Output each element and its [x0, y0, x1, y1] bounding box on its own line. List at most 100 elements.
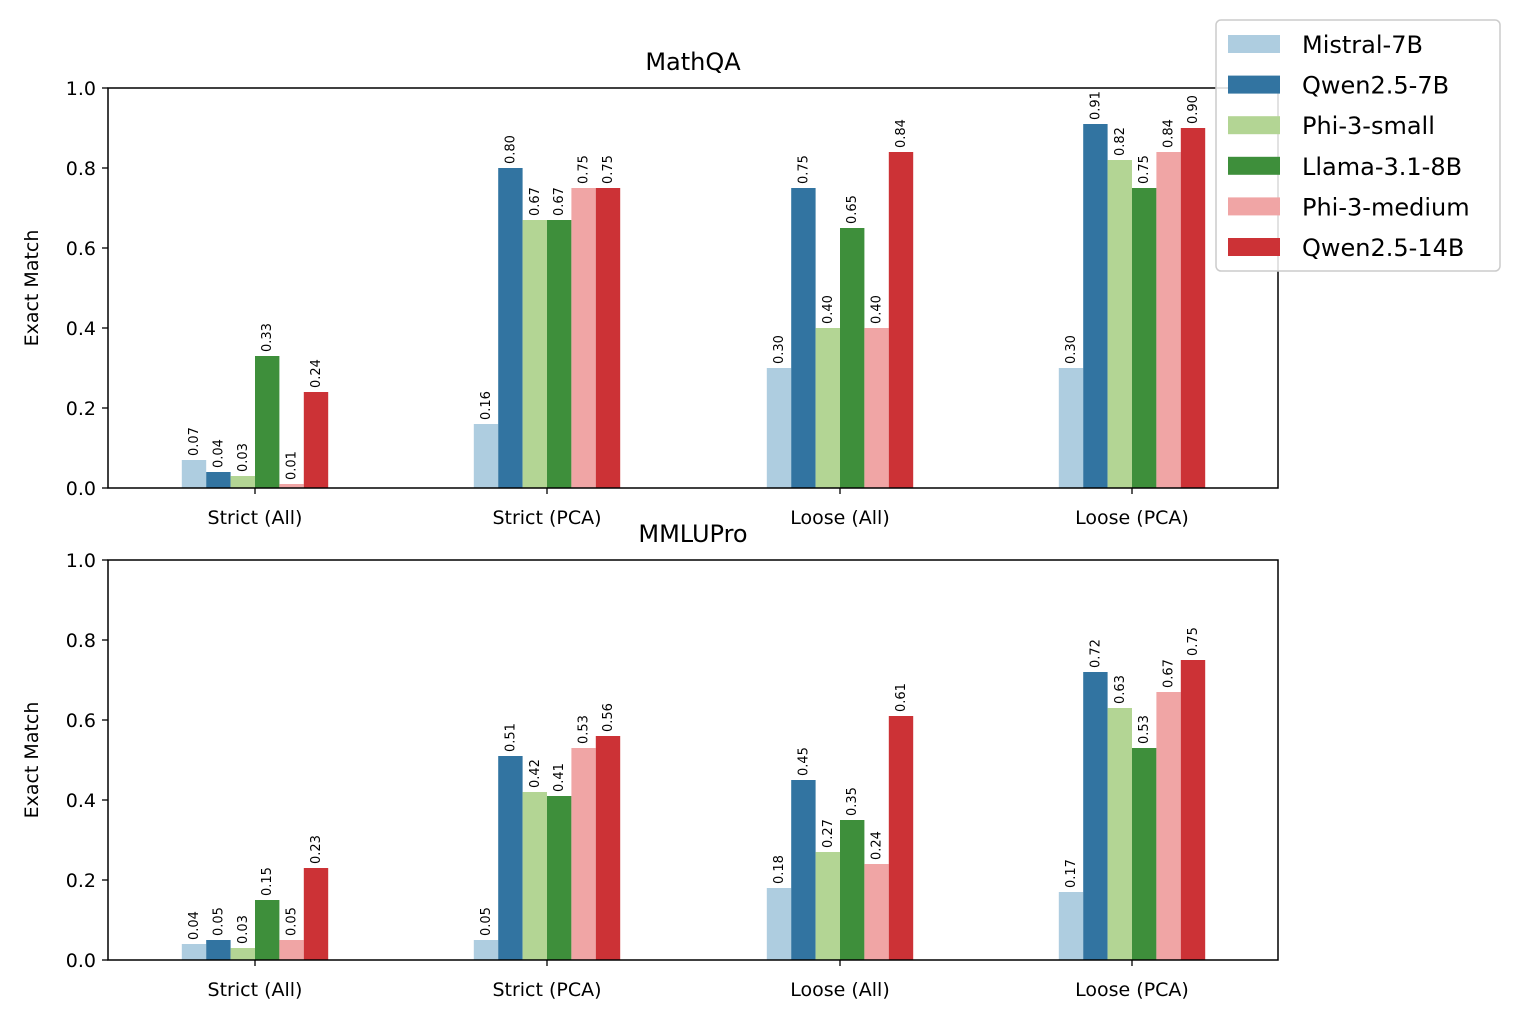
bar [547, 796, 572, 960]
y-tick-label: 0.8 [66, 158, 96, 180]
bar [1083, 672, 1108, 960]
y-tick-label: 0.2 [66, 870, 96, 892]
bar-data-label: 0.42 [528, 759, 543, 788]
bar [522, 220, 547, 488]
bar-data-label: 0.90 [1186, 95, 1201, 124]
bar-data-label: 0.75 [796, 155, 811, 184]
bar-data-label: 0.15 [260, 867, 275, 896]
bar [498, 168, 523, 488]
bar [1058, 368, 1084, 488]
bar [230, 476, 255, 488]
bar [303, 392, 329, 488]
bar [1156, 692, 1181, 960]
x-tick-label: Strict (All) [208, 507, 303, 529]
bar [815, 852, 840, 960]
bar-data-label: 0.82 [1113, 127, 1128, 156]
legend-swatch [1228, 156, 1280, 175]
bar-data-label: 0.91 [1088, 91, 1103, 120]
bar [206, 940, 231, 960]
y-tick-label: 0.6 [66, 710, 96, 732]
bar [1132, 188, 1157, 488]
bar [547, 220, 572, 488]
mathqa-panel: MathQA Exact Match 0.0 0.2 0.4 0.6 0.8 1.0 0.07 0… [21, 48, 1279, 529]
legend: Mistral-7B Qwen2.5-7B Phi-3-small Llama-3.1… [1215, 19, 1501, 272]
bar-data-label: 0.45 [796, 747, 811, 776]
legend-swatch [1228, 116, 1280, 135]
legend-frame [1215, 19, 1501, 272]
mmlupro-panel: MMLUPro Exact Match 0.0 0.2 0.4 0.6 0.8 1.0 0.04… [21, 520, 1279, 1001]
bar [864, 864, 889, 960]
bar [766, 888, 792, 960]
bar-data-label: 0.24 [870, 831, 885, 860]
bar-data-label: 0.30 [772, 335, 787, 364]
y-tick-label: 0.8 [66, 630, 96, 652]
bar-data-label: 0.05 [285, 907, 300, 936]
bar-data-label: 0.33 [260, 323, 275, 352]
chart-title: MMLUPro [638, 520, 747, 548]
bar-data-label: 0.30 [1064, 335, 1079, 364]
bar-data-label: 0.75 [1137, 155, 1152, 184]
bar-data-label: 0.17 [1064, 859, 1079, 888]
bar-data-label: 0.75 [1186, 627, 1201, 656]
bar [473, 940, 499, 960]
bar [498, 756, 523, 960]
bar [1083, 124, 1108, 488]
bar [1180, 128, 1206, 488]
bar [888, 152, 914, 488]
bar-data-label: 0.67 [528, 187, 543, 216]
bar-data-label: 0.63 [1113, 675, 1128, 704]
bar-data-label: 0.24 [309, 359, 324, 388]
legend-label: Llama-3.1-8B [1302, 153, 1462, 181]
legend-label: Phi-3-medium [1302, 193, 1470, 221]
x-tick-label: Loose (PCA) [1075, 507, 1189, 529]
bar-data-label: 0.23 [309, 835, 324, 864]
y-tick-label: 0.4 [66, 318, 96, 340]
bar [473, 424, 499, 488]
y-tick-label: 1.0 [66, 78, 96, 100]
bar-data-label: 0.41 [552, 763, 567, 792]
x-tick-label: Loose (All) [790, 507, 890, 529]
legend-swatch [1228, 238, 1280, 256]
legend-swatch [1228, 197, 1280, 216]
bar-data-label: 0.05 [479, 907, 494, 936]
bar [595, 188, 621, 488]
y-tick-label: 0.2 [66, 398, 96, 420]
bar-data-label: 0.05 [211, 907, 226, 936]
bar-data-label: 0.65 [845, 195, 860, 224]
bar-data-label: 0.01 [285, 451, 300, 480]
bar [815, 328, 840, 488]
bar [840, 820, 865, 960]
legend-swatch [1228, 75, 1280, 94]
bar-data-label: 0.67 [1162, 659, 1177, 688]
x-tick-label: Strict (PCA) [492, 507, 601, 529]
legend-label: Phi-3-small [1302, 112, 1435, 140]
bar-data-label: 0.75 [601, 155, 616, 184]
bar-data-label: 0.40 [870, 295, 885, 324]
bar [255, 356, 280, 488]
axes-frame [107, 87, 1279, 489]
bar [1058, 892, 1084, 960]
y-tick-label: 0.4 [66, 790, 96, 812]
bar [255, 900, 280, 960]
bar [791, 188, 816, 488]
bar-data-label: 0.03 [236, 443, 251, 472]
chart-title: MathQA [645, 48, 741, 76]
bar-data-label: 0.51 [503, 723, 518, 752]
bar [888, 716, 914, 960]
bar [279, 484, 304, 488]
bar [181, 460, 207, 488]
bar-data-label: 0.53 [577, 715, 592, 744]
bar-data-label: 0.27 [821, 819, 836, 848]
legend-label: Qwen2.5-7B [1302, 72, 1449, 100]
legend-label: Mistral-7B [1302, 31, 1423, 59]
bar-data-label: 0.18 [772, 855, 787, 884]
axes-frame [107, 559, 1279, 961]
bar [279, 940, 304, 960]
bar-data-label: 0.16 [479, 391, 494, 420]
bar-data-label: 0.61 [894, 683, 909, 712]
bar [522, 792, 547, 960]
legend-label: Qwen2.5-14B [1302, 234, 1464, 262]
y-tick-label: 0.6 [66, 238, 96, 260]
bar-data-label: 0.04 [187, 911, 202, 940]
bar [864, 328, 889, 488]
